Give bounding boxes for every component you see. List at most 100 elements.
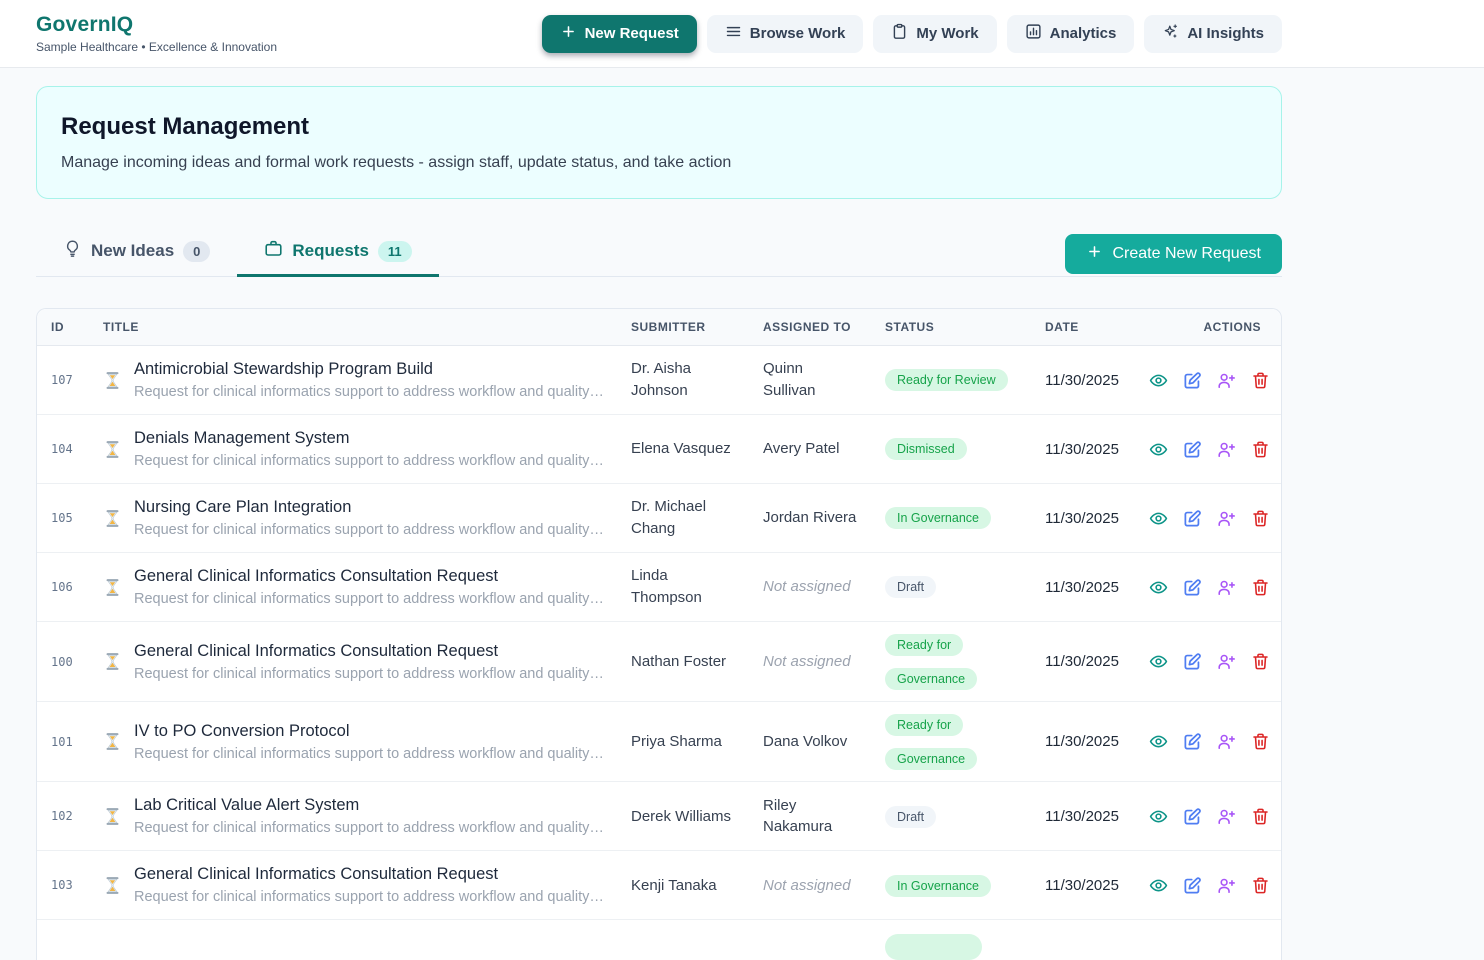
request-subtitle: Request for clinical informatics support… — [134, 746, 604, 762]
delete-button[interactable] — [1251, 578, 1270, 597]
table-row: 101 IV to PO Conversion Protocol Request… — [37, 702, 1281, 782]
edit-button[interactable] — [1183, 509, 1202, 528]
edit-button[interactable] — [1183, 876, 1202, 895]
request-subtitle: Request for clinical informatics support… — [134, 889, 604, 905]
hourglass-icon — [103, 371, 122, 390]
hourglass-icon — [103, 807, 122, 826]
table-row: 103 General Clinical Informatics Consult… — [37, 851, 1281, 920]
col-submitter: SUBMITTER — [631, 320, 763, 334]
hourglass-icon — [103, 876, 122, 895]
ai-insights-button[interactable]: AI Insights — [1144, 15, 1282, 53]
assign-user-button[interactable] — [1217, 371, 1236, 390]
view-button[interactable] — [1149, 652, 1168, 671]
view-button[interactable] — [1149, 440, 1168, 459]
tab-requests[interactable]: Requests 11 — [237, 231, 438, 276]
clipboard-icon — [891, 23, 908, 44]
plus-icon — [560, 23, 577, 44]
top-nav: New Request Browse Work My Work Analytic… — [542, 15, 1282, 53]
col-status: STATUS — [885, 320, 1045, 334]
assigned-to: Riley Nakamura — [763, 795, 885, 839]
request-title: Antimicrobial Stewardship Program Build — [134, 360, 604, 379]
edit-button[interactable] — [1183, 578, 1202, 597]
my-work-button[interactable]: My Work — [873, 15, 996, 53]
assign-user-button[interactable] — [1217, 652, 1236, 671]
request-id: 102 — [37, 809, 103, 823]
assign-user-button[interactable] — [1217, 578, 1236, 597]
hourglass-icon — [103, 578, 122, 597]
delete-button[interactable] — [1251, 509, 1270, 528]
request-id: 104 — [37, 442, 103, 456]
edit-button[interactable] — [1183, 732, 1202, 751]
edit-button[interactable] — [1183, 371, 1202, 390]
assign-user-button[interactable] — [1217, 509, 1236, 528]
status-badge: Ready for Governance — [885, 714, 977, 770]
list-icon — [725, 23, 742, 44]
new-request-button[interactable]: New Request — [542, 15, 697, 53]
edit-button[interactable] — [1183, 440, 1202, 459]
assigned-to: Quinn Sullivan — [763, 358, 885, 402]
plus-icon — [1086, 243, 1103, 265]
view-button[interactable] — [1149, 509, 1168, 528]
brand-tagline: Sample Healthcare • Excellence & Innovat… — [36, 40, 277, 54]
request-title: Lab Critical Value Alert System — [134, 796, 604, 815]
delete-button[interactable] — [1251, 876, 1270, 895]
submitter: Derek Williams — [631, 806, 763, 828]
delete-button[interactable] — [1251, 732, 1270, 751]
assigned-to: Not assigned — [763, 875, 885, 897]
status-badge — [885, 934, 982, 960]
hourglass-icon — [103, 509, 122, 528]
request-id: 103 — [37, 878, 103, 892]
delete-button[interactable] — [1251, 371, 1270, 390]
table-row: 102 Lab Critical Value Alert System Requ… — [37, 782, 1281, 851]
request-date: 11/30/2025 — [1045, 653, 1149, 670]
request-date: 11/30/2025 — [1045, 579, 1149, 596]
table-row: 107 Antimicrobial Stewardship Program Bu… — [37, 346, 1281, 415]
request-subtitle: Request for clinical informatics support… — [134, 453, 604, 469]
delete-button[interactable] — [1251, 440, 1270, 459]
assigned-to: Avery Patel — [763, 438, 885, 460]
analytics-button[interactable]: Analytics — [1007, 15, 1135, 53]
request-title: General Clinical Informatics Consultatio… — [134, 567, 604, 586]
request-date: 11/30/2025 — [1045, 441, 1149, 458]
request-title: Denials Management System — [134, 429, 604, 448]
submitter: Dr. Michael Chang — [631, 496, 763, 540]
view-button[interactable] — [1149, 578, 1168, 597]
table-row: 105 Nursing Care Plan Integration Reques… — [37, 484, 1281, 553]
request-subtitle: Request for clinical informatics support… — [134, 820, 604, 836]
assign-user-button[interactable] — [1217, 440, 1236, 459]
view-button[interactable] — [1149, 876, 1168, 895]
request-title: General Clinical Informatics Consultatio… — [134, 865, 604, 884]
delete-button[interactable] — [1251, 652, 1270, 671]
view-button[interactable] — [1149, 807, 1168, 826]
submitter: Kenji Tanaka — [631, 875, 763, 897]
status-badge: In Governance — [885, 507, 991, 529]
assign-user-button[interactable] — [1217, 732, 1236, 751]
hourglass-icon — [103, 440, 122, 459]
new-ideas-count-badge: 0 — [183, 241, 210, 262]
status-badge: Dismissed — [885, 438, 967, 460]
browse-work-button[interactable]: Browse Work — [707, 15, 864, 53]
tab-bar: New Ideas 0 Requests 11 Create New Reque… — [36, 231, 1282, 277]
assigned-to: Dana Volkov — [763, 731, 885, 753]
create-new-request-button[interactable]: Create New Request — [1065, 234, 1282, 274]
requests-count-badge: 11 — [378, 241, 412, 262]
page-subtitle: Manage incoming ideas and formal work re… — [61, 154, 1257, 172]
assign-user-button[interactable] — [1217, 807, 1236, 826]
request-date: 11/30/2025 — [1045, 733, 1149, 750]
hourglass-icon — [103, 732, 122, 751]
view-button[interactable] — [1149, 371, 1168, 390]
edit-button[interactable] — [1183, 807, 1202, 826]
assign-user-button[interactable] — [1217, 876, 1236, 895]
delete-button[interactable] — [1251, 807, 1270, 826]
request-date: 11/30/2025 — [1045, 510, 1149, 527]
request-subtitle: Request for clinical informatics support… — [134, 522, 604, 538]
request-id: 106 — [37, 580, 103, 594]
lightbulb-icon — [63, 239, 82, 263]
request-id: 105 — [37, 511, 103, 525]
bar-chart-icon — [1025, 23, 1042, 44]
sparkles-icon — [1162, 23, 1179, 44]
tab-new-ideas[interactable]: New Ideas 0 — [36, 231, 237, 276]
view-button[interactable] — [1149, 732, 1168, 751]
edit-button[interactable] — [1183, 652, 1202, 671]
table-row-partial — [37, 920, 1281, 960]
